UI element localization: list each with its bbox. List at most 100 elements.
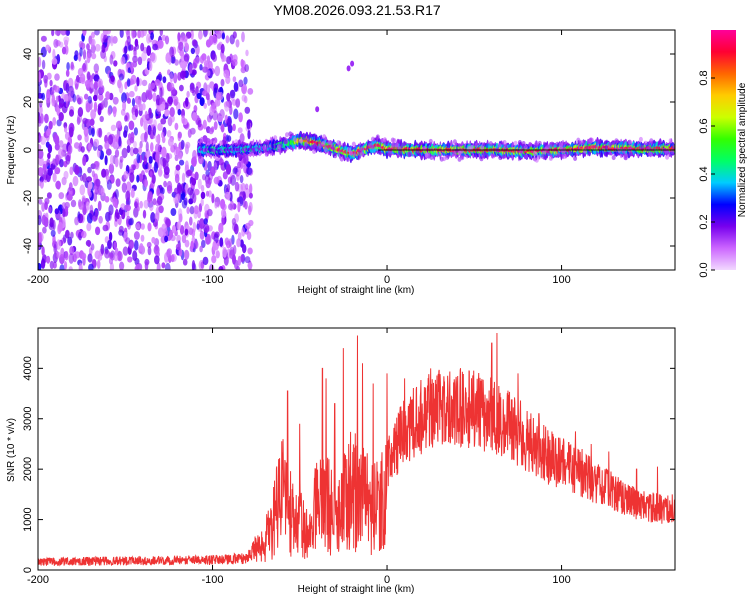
heatmap-faint-cell — [359, 146, 364, 152]
heatmap-noise-cell — [54, 73, 60, 81]
heatmap-faint-cell — [480, 145, 485, 151]
heatmap-noise-cell — [196, 92, 202, 100]
heatmap-noise-cell — [175, 146, 181, 156]
heatmap-noise-cell — [106, 179, 112, 190]
spectrogram-xlabel: Height of straight line (km) — [298, 285, 415, 296]
heatmap-noise-cell — [133, 127, 138, 136]
heatmap-noise-cell — [218, 222, 224, 234]
heatmap-noise-cell — [134, 38, 139, 47]
heatmap-noise-cell — [65, 154, 71, 165]
heatmap-noise-cell — [157, 169, 163, 176]
heatmap-noise-cell — [144, 131, 148, 143]
heatmap-noise-cell — [88, 181, 93, 190]
heatmap-noise-cell — [200, 198, 204, 207]
heatmap-noise-cell — [195, 56, 200, 64]
heatmap-noise-cell — [162, 76, 167, 84]
heatmap-noise-cell — [174, 187, 179, 194]
heatmap-faint-cell — [370, 144, 375, 150]
heatmap-noise-cell — [126, 145, 131, 154]
heatmap-noise-cell — [222, 247, 228, 258]
heatmap-noise-cell — [134, 108, 139, 118]
heatmap-noise-cell — [192, 39, 198, 46]
heatmap-noise-cell — [150, 82, 156, 90]
heatmap-noise-cell — [38, 71, 41, 83]
y-tick-label: 2000 — [22, 457, 34, 481]
heatmap-noise-cell — [82, 117, 88, 125]
heatmap-noise-cell — [148, 156, 153, 164]
heatmap-noise-cell — [122, 100, 127, 112]
heatmap-faint-cell — [649, 138, 654, 144]
heatmap-noise-cell — [235, 39, 240, 48]
colorbar-ticks: 0.0 0.2 0.4 0.6 0.8 — [698, 70, 715, 278]
heatmap-faint-cell — [629, 151, 634, 157]
heatmap-noise-cell — [160, 187, 165, 195]
heatmap-faint-cell — [559, 145, 564, 151]
heatmap-noise-cell — [230, 174, 237, 186]
heatmap-noise-cell — [94, 209, 99, 221]
heatmap-noise-cell — [173, 142, 178, 150]
heatmap-faint-cell — [576, 137, 581, 143]
heatmap-noise-cell — [100, 243, 105, 255]
heatmap-noise-cell — [177, 131, 182, 139]
y-tick-label: 0 — [22, 567, 34, 573]
heatmap-noise-cell — [128, 120, 135, 131]
heatmap-noise-cell — [96, 259, 101, 269]
heatmap-faint-cell — [415, 149, 420, 155]
heatmap-noise-cell — [108, 163, 115, 175]
heatmap-faint-cell — [491, 153, 496, 159]
heatmap-faint-cell — [546, 150, 551, 156]
heatmap-noise-cell — [188, 198, 194, 205]
heatmap-noise-cell — [197, 178, 202, 190]
heatmap-noise-cell — [161, 223, 168, 233]
heatmap-noise-cell — [62, 234, 67, 243]
heatmap-noise-cell — [67, 236, 73, 246]
heatmap-noise-cell — [205, 92, 210, 101]
heatmap-faint-cell — [580, 140, 585, 145]
heatmap-noise-cell — [69, 246, 75, 256]
heatmap-noise-cell — [128, 241, 135, 249]
heatmap-noise-cell — [54, 134, 60, 146]
heatmap-noise-cell — [65, 69, 70, 77]
heatmap-faint-cell — [402, 141, 407, 147]
heatmap-noise-cell — [136, 153, 141, 164]
heatmap-noise-cell — [79, 73, 86, 83]
heatmap-noise-cell — [38, 263, 42, 270]
heatmap-faint-cell — [521, 141, 526, 146]
heatmap-faint-cell — [611, 155, 616, 161]
heatmap-noise-cell — [173, 96, 179, 106]
heatmap-noise-cell — [129, 146, 135, 157]
heatmap-noise-cell — [151, 236, 156, 244]
heatmap-noise-cell — [146, 45, 152, 57]
heatmap-faint-cell — [395, 142, 400, 148]
heatmap-noise-cell — [125, 204, 131, 212]
heatmap-noise-cell — [97, 144, 103, 152]
heatmap-noise-cell — [166, 249, 171, 258]
heatmap-noise-cell — [81, 195, 86, 203]
snr-ylabel: SNR (10 * v/v) — [6, 418, 17, 482]
heatmap-noise-cell — [125, 237, 131, 245]
heatmap-noise-cell — [138, 146, 142, 154]
heatmap-noise-cell — [147, 90, 153, 101]
heatmap-noise-cell — [46, 72, 52, 80]
heatmap-faint-cell — [638, 136, 643, 142]
heatmap-faint-cell — [273, 135, 278, 141]
heatmap-noise-cell — [65, 229, 70, 239]
heatmap-noise-cell — [199, 245, 203, 253]
heatmap-noise-cell — [40, 135, 47, 145]
heatmap-noise-cell — [233, 81, 239, 92]
heatmap-faint-cell — [330, 144, 335, 150]
heatmap-noise-cell — [82, 63, 87, 72]
heatmap-faint-cell — [352, 151, 357, 157]
heatmap-noise-cell — [239, 133, 245, 144]
heatmap-noise-cell — [74, 164, 80, 175]
colorbar: 0.0 0.2 0.4 0.6 0.8 Normalized spectral ampl… — [698, 30, 748, 278]
heatmap-noise-cell — [90, 109, 96, 120]
heatmap-noise-cell — [184, 160, 189, 172]
heatmap-noise-cell — [244, 106, 251, 114]
heatmap-noise-cell — [58, 148, 64, 159]
heatmap-faint-cell — [348, 150, 353, 156]
heatmap-noise-cell — [60, 247, 65, 257]
heatmap-noise-cell — [128, 218, 133, 226]
heatmap-noise-cell — [88, 263, 94, 270]
